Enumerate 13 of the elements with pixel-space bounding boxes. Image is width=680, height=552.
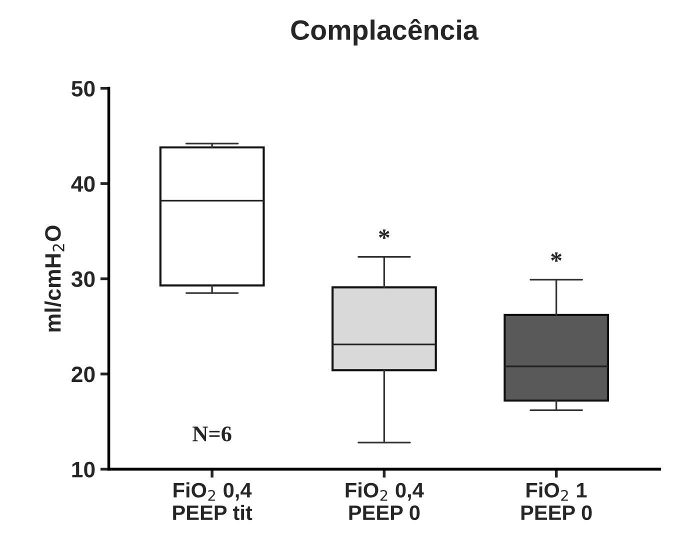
- annotation: *: [551, 252, 562, 262]
- y-tick-label: 30: [71, 271, 95, 288]
- y-tick-label: 10: [72, 462, 95, 478]
- y-tick-label: 50: [72, 80, 95, 97]
- y-axis-title: ml/cmH$_{2}$O: [44, 226, 64, 332]
- annotation: *: [378, 229, 390, 239]
- annotation: N=6: [192, 426, 232, 442]
- y-tick-label: 40: [71, 176, 95, 192]
- chart-title: Complacência: [291, 18, 479, 46]
- x-tick-label: FiO$_{2}$ 1 PEEP 0: [521, 482, 592, 520]
- y-tick-label: 20: [72, 366, 95, 382]
- x-tick-label: FiO$_{2}$ 0,4 PEEP 0: [346, 482, 424, 520]
- x-tick-label: FiO$_{2}$ 0,4 PEEP tit: [173, 482, 252, 520]
